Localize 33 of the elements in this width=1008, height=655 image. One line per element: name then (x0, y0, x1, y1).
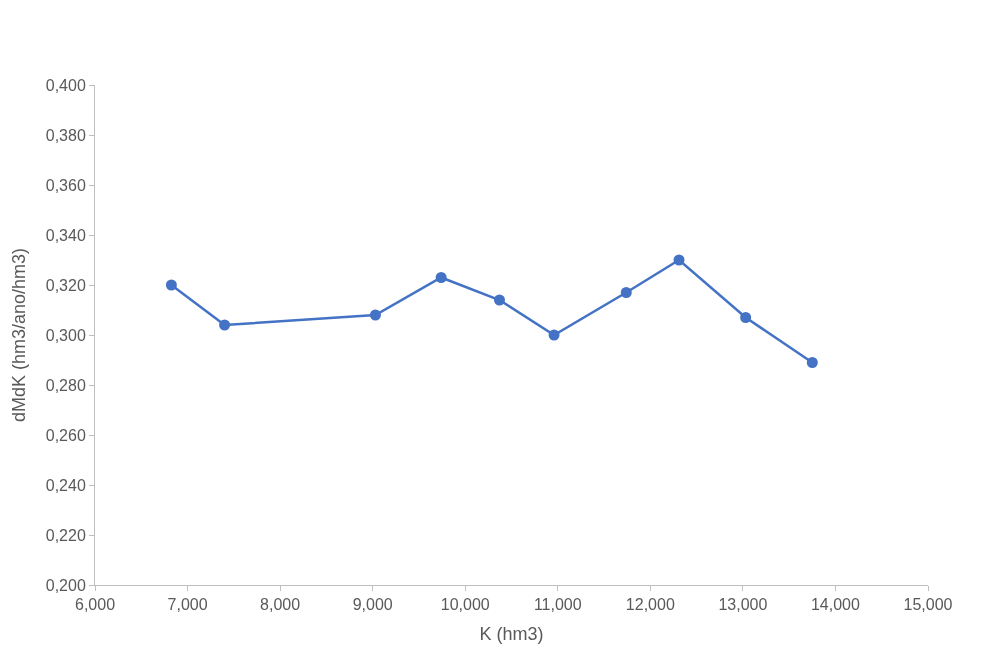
x-tick-label: 8,000 (260, 596, 301, 614)
x-tick-label: 10,000 (440, 596, 490, 614)
y-tick-label: 0,260 (45, 426, 86, 444)
x-tick-label: 11,000 (533, 596, 582, 614)
point (548, 329, 560, 341)
point (219, 319, 231, 331)
y-tick-label: 0,400 (45, 76, 86, 94)
x-tick-label: 15,000 (903, 596, 953, 614)
y-tick-label: 0,300 (45, 326, 86, 344)
point (806, 357, 818, 368)
point (165, 279, 177, 291)
y-axis-title: dMdK (hm3/ano/hm3) (8, 247, 29, 423)
y-tick-label: 0,360 (45, 176, 86, 194)
y-tick-label: 0,380 (45, 126, 86, 144)
y-tick-label: 0,240 (45, 476, 86, 494)
y-tick-label: 0,200 (45, 576, 86, 594)
x-tick-label: 6,000 (74, 596, 116, 614)
x-tick-label: 14,000 (810, 596, 861, 614)
point (369, 309, 381, 321)
point (620, 287, 632, 298)
point (740, 312, 752, 323)
x-tick-label: 9,000 (352, 596, 393, 614)
x-tick-label: 7,000 (167, 596, 208, 614)
point (673, 254, 685, 266)
x-tick-label: 13,000 (718, 596, 768, 614)
y-tick-label: 0,220 (45, 526, 86, 544)
y-tick-label: 0,280 (45, 376, 86, 394)
x-axis-title: K (hm3) (479, 624, 544, 645)
x-tick-label: 12,000 (625, 596, 675, 614)
y-tick-label: 0,320 (45, 276, 86, 294)
point (435, 272, 447, 283)
y-tick-label: 0,340 (45, 226, 86, 244)
point (493, 294, 505, 306)
